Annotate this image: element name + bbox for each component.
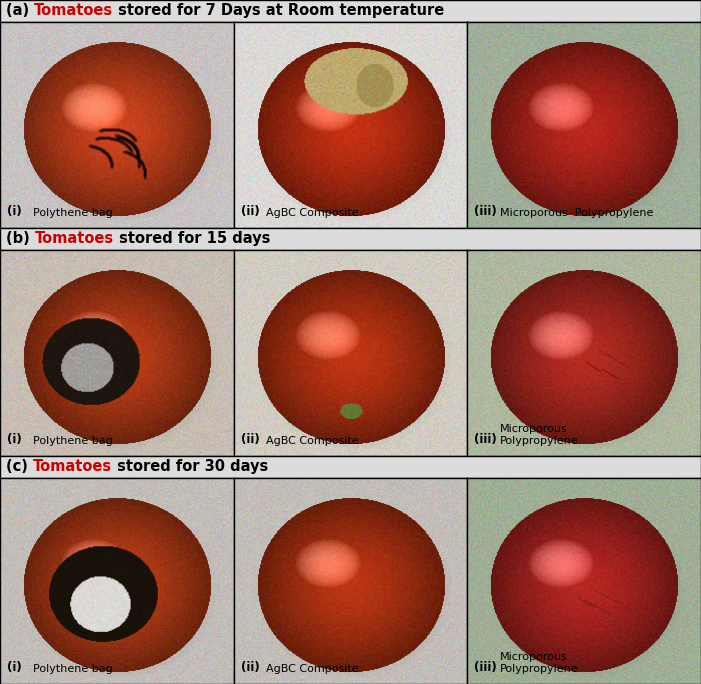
Text: stored for 7 Days at Room temperature: stored for 7 Days at Room temperature [113,3,444,18]
Text: stored for 15 days: stored for 15 days [114,231,270,246]
Text: Polythene bag: Polythene bag [33,208,112,218]
Text: (ii): (ii) [240,661,259,674]
Text: (i): (i) [7,205,22,218]
Text: (ii): (ii) [240,433,259,446]
Text: (ii): (ii) [240,205,259,218]
Text: (iii): (iii) [475,661,497,674]
Text: (i): (i) [7,433,22,446]
Text: stored for 30 days: stored for 30 days [111,460,268,474]
Text: (i): (i) [7,661,22,674]
Text: AgBC Composite: AgBC Composite [266,663,359,674]
Text: Polythene bag: Polythene bag [33,436,112,446]
Text: Tomatoes: Tomatoes [34,3,113,18]
Text: (iii): (iii) [475,433,497,446]
Text: Microporous  Polypropylene: Microporous Polypropylene [500,208,653,218]
Text: (a): (a) [6,3,34,18]
Text: (iii): (iii) [475,205,497,218]
Text: (b): (b) [6,231,34,246]
Text: Microporous
Polypropylene: Microporous Polypropylene [500,424,578,446]
Text: Tomatoes: Tomatoes [33,460,111,474]
Text: (c): (c) [6,460,33,474]
Text: Tomatoes: Tomatoes [34,231,114,246]
Text: Polythene bag: Polythene bag [33,663,112,674]
Text: AgBC Composite: AgBC Composite [266,436,359,446]
Text: Microporous
Polypropylene: Microporous Polypropylene [500,652,578,674]
Text: AgBC Composite: AgBC Composite [266,208,359,218]
